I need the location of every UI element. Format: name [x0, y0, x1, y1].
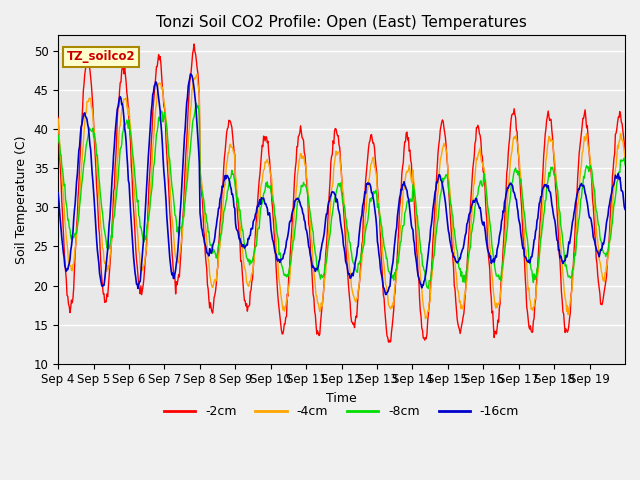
Title: Tonzi Soil CO2 Profile: Open (East) Temperatures: Tonzi Soil CO2 Profile: Open (East) Temp… — [156, 15, 527, 30]
Text: TZ_soilco2: TZ_soilco2 — [67, 50, 135, 63]
Legend: -2cm, -4cm, -8cm, -16cm: -2cm, -4cm, -8cm, -16cm — [159, 400, 524, 423]
X-axis label: Time: Time — [326, 392, 357, 405]
Y-axis label: Soil Temperature (C): Soil Temperature (C) — [15, 135, 28, 264]
